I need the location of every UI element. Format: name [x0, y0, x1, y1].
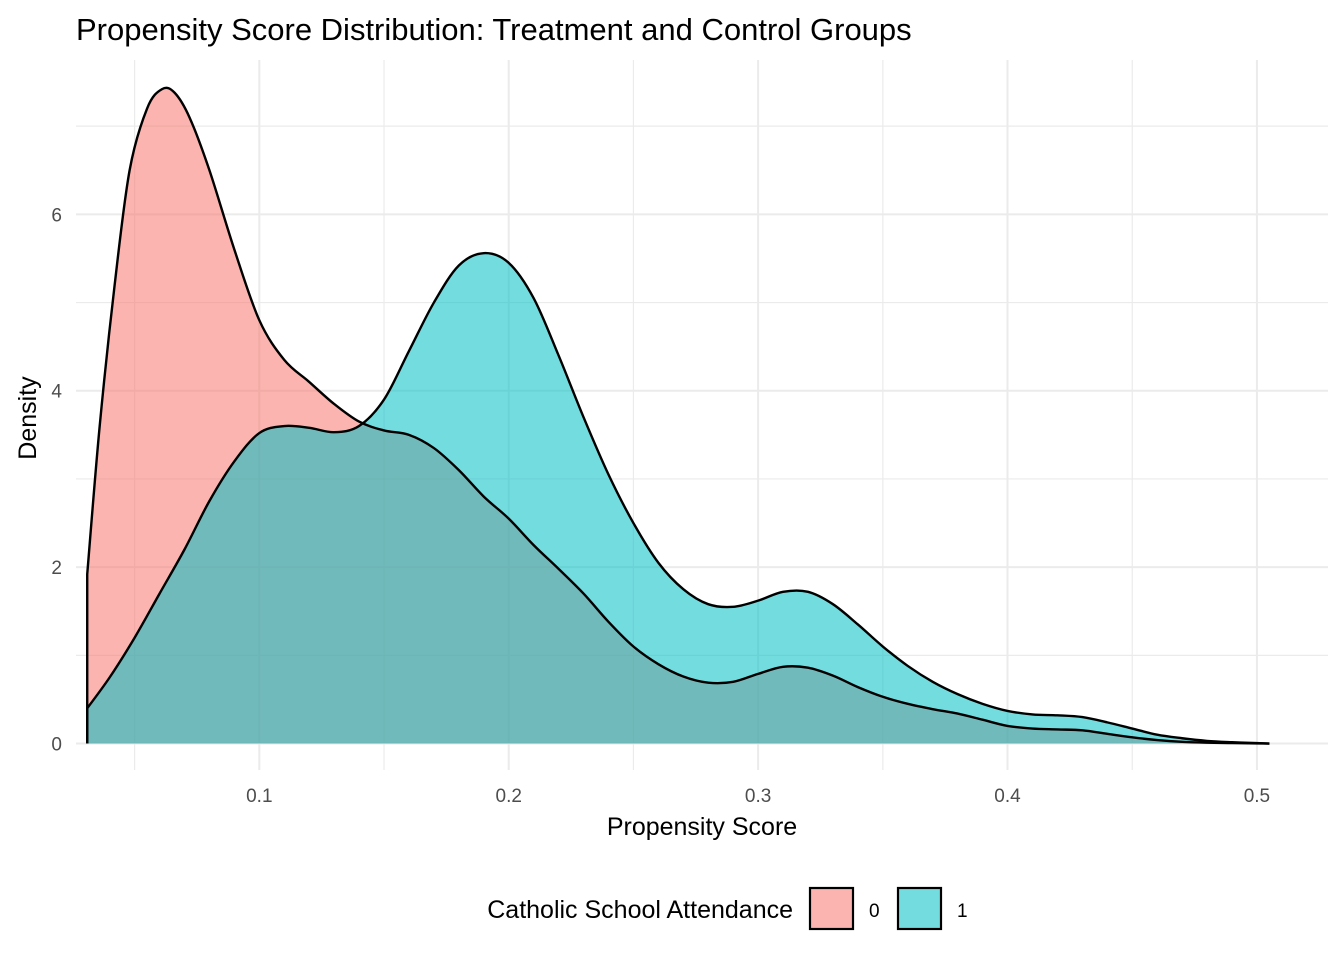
legend-key-0 [808, 886, 855, 931]
x-axis-title: Propensity Score [607, 813, 797, 841]
y-axis-title: Density [14, 376, 42, 460]
density-lines [86, 86, 1270, 745]
legend-key-1 [896, 886, 943, 931]
x-tick-label: 0.3 [745, 786, 771, 807]
legend-label-0: 0 [869, 901, 880, 922]
x-tick-label: 0.4 [994, 786, 1021, 807]
y-tick-label: 0 [51, 735, 62, 756]
legend-label-1: 1 [957, 901, 968, 922]
density-areas [87, 87, 1270, 744]
legend-title: Catholic School Attendance [487, 896, 793, 924]
x-axis-ticks: 0.1 0.2 0.3 0.4 0.5 [246, 786, 1270, 807]
x-tick-label: 0.2 [496, 786, 522, 807]
y-axis-ticks: 0 2 4 6 [51, 205, 62, 755]
x-tick-label: 0.5 [1244, 786, 1270, 807]
y-tick-label: 2 [51, 558, 62, 579]
chart-title: Propensity Score Distribution: Treatment… [76, 12, 912, 47]
density-area-1 [87, 253, 1270, 744]
density-line-1 [86, 251, 1270, 745]
x-tick-label: 0.1 [246, 786, 272, 807]
y-tick-label: 6 [51, 205, 62, 226]
density-line-0 [86, 86, 1270, 745]
y-tick-label: 4 [51, 382, 62, 403]
